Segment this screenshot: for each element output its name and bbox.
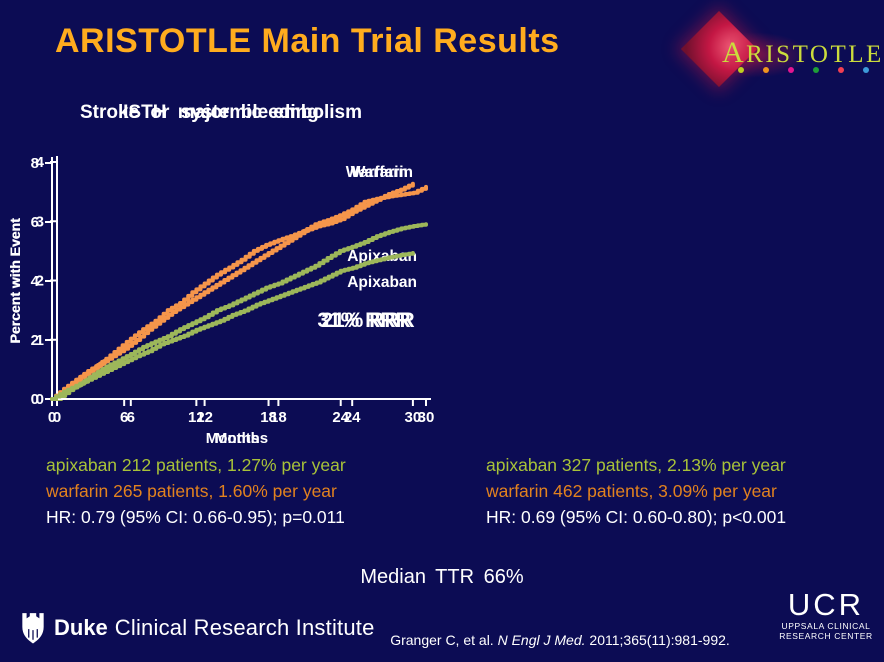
series-line-apixaban [50, 251, 415, 401]
y-tick-label: 3 [36, 213, 44, 230]
logo-dot [863, 67, 869, 73]
logo-dot [738, 67, 744, 73]
citation-prefix: Granger C, et al. [390, 632, 498, 648]
aristotle-logo: ARISTOTLE [680, 10, 881, 88]
aristotle-logo-rest: RISTOTLE [746, 41, 884, 68]
x-tick-label: 24 [344, 409, 361, 426]
x-tick-label: 12 [196, 409, 213, 426]
logo-dot [763, 67, 769, 73]
ucr-logo: UCR UPPSALA CLINICAL RESEARCH CENTER [770, 587, 882, 642]
x-tick-label: 0 [53, 409, 61, 426]
x-tick-label: 6 [120, 409, 128, 426]
hazard-ratio-line: HR: 0.79 (95% CI: 0.66-0.95); p=0.011 [46, 507, 345, 527]
logo-dot [788, 67, 794, 73]
y-tick-label: 1 [36, 332, 44, 349]
median-ttr-text: Median TTR 66% [360, 566, 524, 588]
citation-suffix: 2011;365(11):981-992. [585, 632, 730, 648]
hazard-ratio-line: HR: 0.69 (95% CI: 0.60-0.80); p<0.001 [486, 507, 787, 527]
x-tick-label: 30 [405, 409, 422, 426]
rrr-annotation: 21% RRR [321, 309, 414, 332]
series-label-warfarin: Warfarin [346, 164, 408, 181]
duke-logo-rest-text: Clinical Research Institute [114, 615, 375, 640]
warfarin-stats-line: warfarin 265 patients, 1.60% per year [46, 481, 337, 501]
duke-shield-icon [22, 613, 44, 644]
x-tick-label: 18 [270, 409, 287, 426]
y-tick-label: 6 [31, 214, 39, 231]
logo-dot [838, 67, 844, 73]
y-axis-label: Percent with Event [7, 218, 23, 344]
citation: Granger C, et al. N Engl J Med. 2011;365… [300, 632, 820, 648]
warfarin-stats-line: warfarin 462 patients, 3.09% per year [486, 481, 777, 501]
y-tick-label: 2 [36, 273, 44, 290]
left-chart-title: Stroke or systemic embolism [80, 102, 362, 123]
x-tick-label: 6 [127, 409, 135, 426]
logo-dot [813, 67, 819, 73]
y-tick-label: 2 [31, 332, 39, 349]
y-axis-label: Percent with Event [7, 218, 23, 344]
x-tick-label: 18 [260, 409, 277, 426]
slide-title: ARISTOTLE Main Trial Results [55, 22, 560, 60]
aristotle-logo-text: ARISTOTLE [722, 36, 884, 70]
y-tick-label: 4 [36, 154, 45, 171]
y-tick-label: 0 [31, 391, 39, 408]
y-tick-label: 4 [31, 273, 40, 290]
series-label-warfarin: Warfarin [351, 164, 413, 181]
rrr-annotation: 31% RRR [317, 309, 410, 332]
apixaban-stats-line: apixaban 212 patients, 1.27% per year [46, 455, 346, 475]
x-axis-label: Months [206, 430, 259, 447]
duke-logo: Duke Clinical Research Institute [20, 612, 375, 644]
ucr-acronym: UCR [787, 587, 865, 622]
series-line-warfarin [50, 181, 415, 401]
ucr-line2: RESEARCH CENTER [779, 631, 873, 641]
x-tick-label: 12 [188, 409, 205, 426]
x-tick-label: 0 [48, 409, 56, 426]
apixaban-stats-line: apixaban 327 patients, 2.13% per year [486, 455, 786, 475]
series-line-apixaban [55, 222, 428, 401]
x-tick-label: 30 [418, 409, 435, 426]
citation-journal: N Engl J Med. [497, 632, 586, 648]
series-label-apixaban: Apixaban [347, 248, 417, 265]
ucr-line1: UPPSALA CLINICAL [781, 621, 871, 631]
y-tick-label: 8 [31, 155, 39, 172]
x-tick-label: 24 [332, 409, 349, 426]
series-label-apixaban: Apixaban [347, 274, 417, 291]
aristotle-logo-dots [738, 67, 869, 73]
x-axis-label: Months [215, 430, 268, 447]
series-line-warfarin [55, 184, 428, 401]
aristotle-logo-first-letter: A [722, 36, 747, 69]
right-chart-title: ISTH major bleeding [123, 102, 319, 123]
right-chart-stats: apixaban 327 patients, 2.13% per year wa… [486, 452, 786, 530]
left-chart-stats: apixaban 212 patients, 1.27% per year wa… [46, 452, 346, 530]
y-tick-label: 0 [36, 391, 44, 408]
duke-logo-bold-text: Duke [54, 615, 108, 640]
